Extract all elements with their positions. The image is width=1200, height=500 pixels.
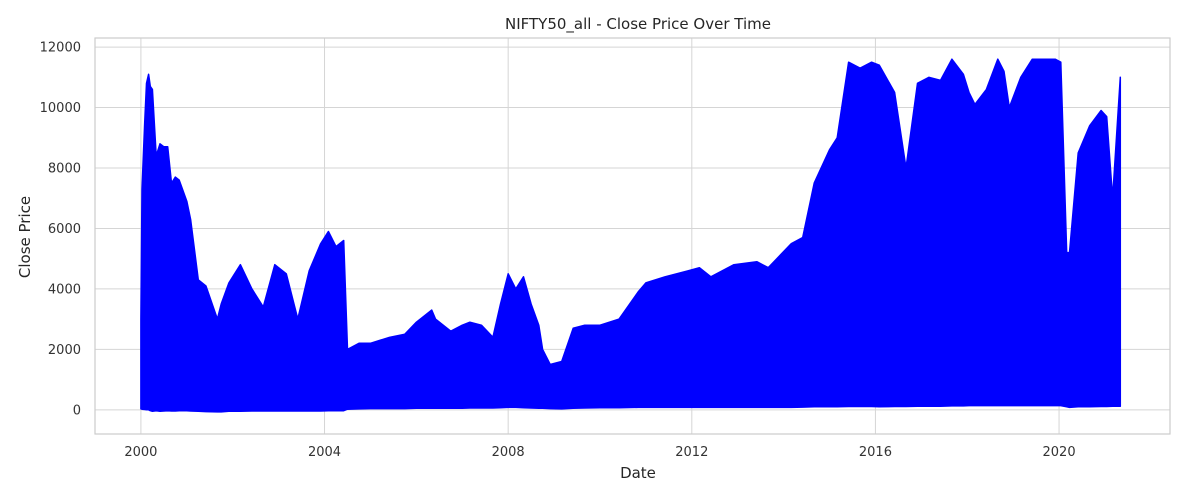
x-tick-labels: 2000 2004 2008 2012 2016 2020 bbox=[124, 445, 1075, 460]
y-tick-label: 0 bbox=[73, 403, 81, 418]
close-price-series bbox=[140, 58, 1122, 413]
y-tick-label: 10000 bbox=[40, 101, 81, 116]
x-tick-label: 2020 bbox=[1043, 445, 1076, 460]
plot-area bbox=[94, 37, 1171, 435]
x-tick-label: 2000 bbox=[124, 445, 157, 460]
x-tick-label: 2004 bbox=[308, 445, 341, 460]
y-tick-label: 8000 bbox=[48, 161, 81, 176]
plot-frame bbox=[94, 37, 1171, 435]
x-axis-title: Date bbox=[620, 464, 656, 482]
series-layer bbox=[140, 58, 1122, 413]
y-axis-title: Close Price bbox=[16, 196, 34, 278]
y-tick-labels: 0 2000 4000 6000 8000 10000 12000 bbox=[40, 41, 81, 419]
y-tick-label: 6000 bbox=[48, 222, 81, 237]
y-tick-label: 4000 bbox=[48, 282, 81, 297]
x-tick-label: 2016 bbox=[859, 445, 892, 460]
chart-title: NIFTY50_all - Close Price Over Time bbox=[505, 15, 771, 34]
x-tick-label: 2012 bbox=[675, 445, 708, 460]
y-tick-label: 12000 bbox=[40, 41, 81, 56]
x-tick-label: 2008 bbox=[492, 445, 525, 460]
y-tick-label: 2000 bbox=[48, 343, 81, 358]
